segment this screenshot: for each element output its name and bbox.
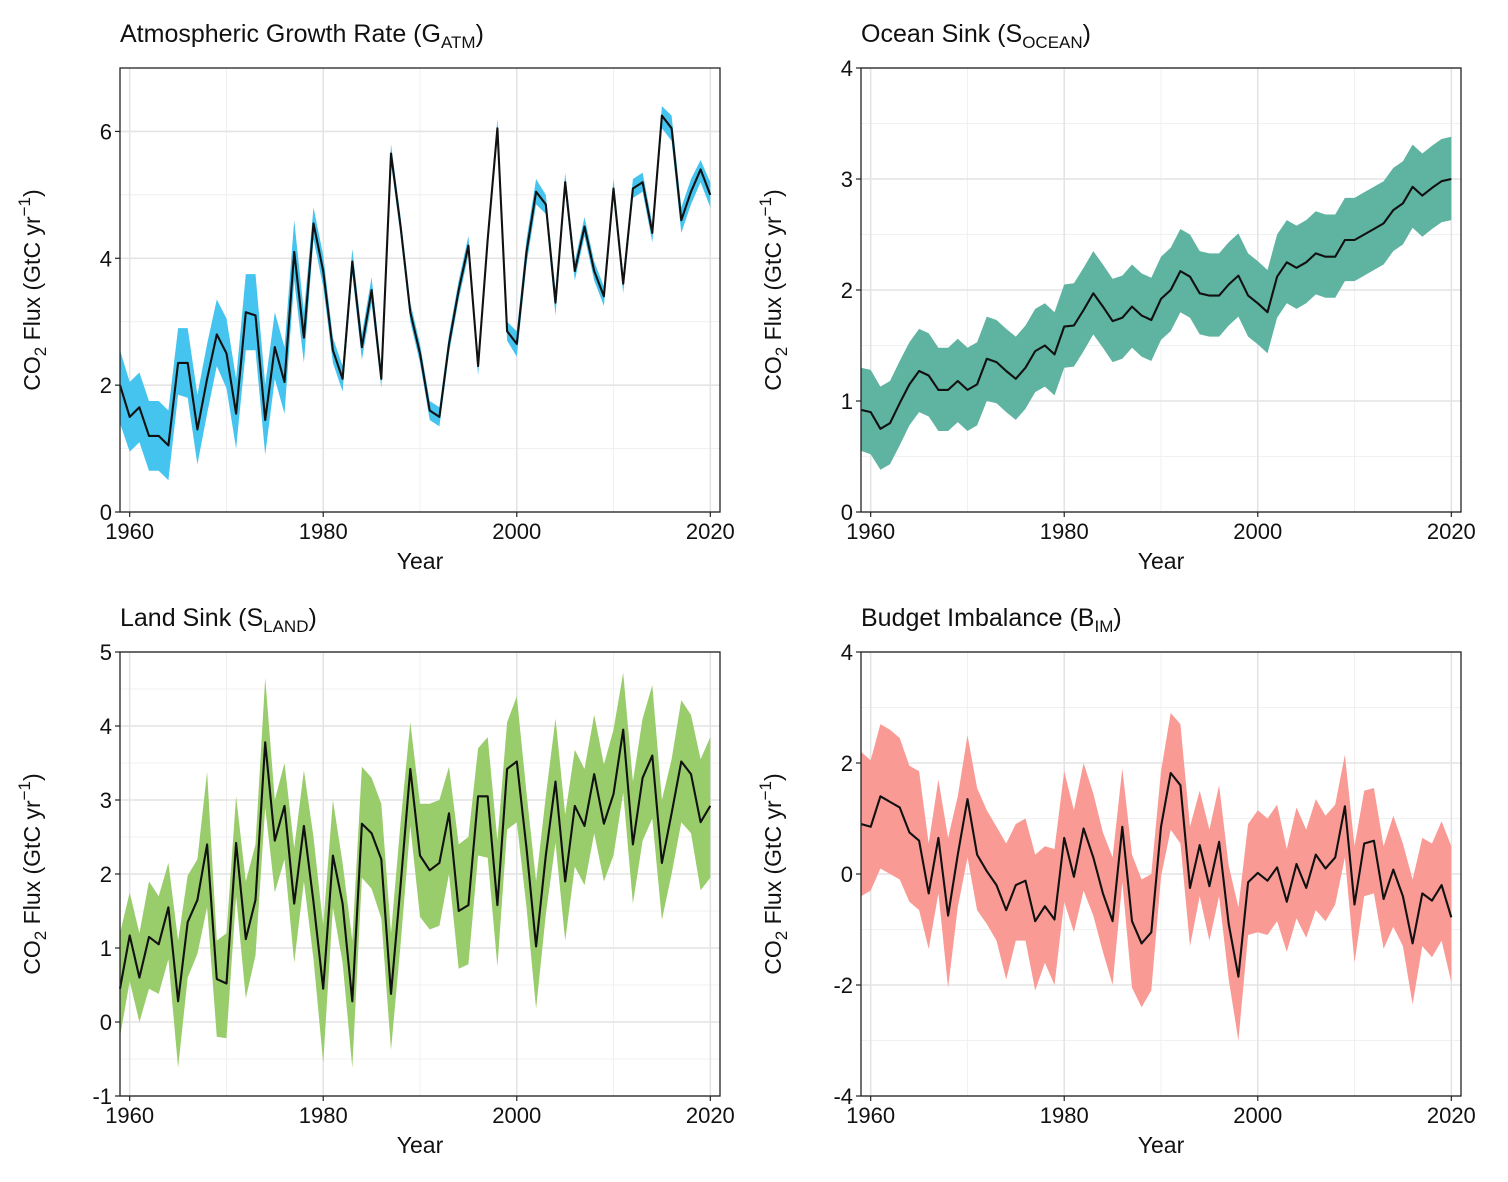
x-tick-label: 1980 xyxy=(1040,1103,1089,1128)
panel-title: Atmospheric Growth Rate (GATM) xyxy=(120,20,484,52)
x-tick-label: 2020 xyxy=(1427,519,1476,544)
y-axis-title-text: CO xyxy=(19,940,45,975)
panel-title-subscript: ATM xyxy=(441,33,476,52)
y-axis-title: CO2 Flux (GtC yr−1) xyxy=(15,773,50,974)
mean-series-line xyxy=(118,114,712,447)
panel-title: Budget Imbalance (BIM) xyxy=(861,604,1122,636)
x-tick-label: 2000 xyxy=(492,519,541,544)
y-axis-title-text: ) xyxy=(760,189,786,197)
y-tick-label: 1 xyxy=(841,389,853,414)
panel-title-subscript: OCEAN xyxy=(1022,33,1082,52)
mean-series-line xyxy=(860,771,1453,978)
panel-title-text: Ocean Sink (S xyxy=(861,20,1022,48)
panel-title-subscript: LAND xyxy=(263,617,308,636)
x-axis-title: Year xyxy=(1138,1132,1185,1158)
y-axis-title-superscript: −1 xyxy=(15,197,34,216)
panel-title-text: ) xyxy=(476,20,484,48)
y-tick-label: 6 xyxy=(100,119,112,144)
x-tick-label: 2020 xyxy=(686,1103,735,1128)
mean-series-line xyxy=(118,728,712,1003)
y-tick-label: 2 xyxy=(841,278,853,303)
x-tick-label: 2020 xyxy=(1427,1103,1476,1128)
x-tick-label: 2020 xyxy=(686,519,735,544)
y-axis-title-text: CO xyxy=(760,940,786,975)
y-axis-title-text: ) xyxy=(760,773,786,781)
y-axis-title-text: CO xyxy=(760,356,786,391)
y-axis-title-superscript: −1 xyxy=(15,781,34,800)
x-tick-label: 1960 xyxy=(105,519,154,544)
y-tick-label: 4 xyxy=(841,640,853,665)
y-tick-label: 2 xyxy=(100,862,112,887)
panel-title-text: Land Sink (S xyxy=(120,604,263,632)
mean-series-line xyxy=(860,177,1452,430)
y-axis-title-superscript: −1 xyxy=(756,781,775,800)
y-axis-title-text: Flux (GtC yr xyxy=(19,216,45,347)
y-tick-label: 5 xyxy=(100,640,112,665)
y-axis-title-text: Flux (GtC yr xyxy=(19,800,45,931)
y-tick-label: 0 xyxy=(100,1010,112,1035)
y-axis-title: CO2 Flux (GtC yr−1) xyxy=(756,773,791,974)
y-axis-title-subscript: 2 xyxy=(772,931,791,940)
x-tick-label: 1980 xyxy=(299,519,348,544)
panel-title-text: ) xyxy=(1113,604,1121,632)
y-axis-title-superscript: −1 xyxy=(756,197,775,216)
y-tick-label: 4 xyxy=(100,714,112,739)
y-axis-title-subscript: 2 xyxy=(772,347,791,356)
panel-title-text: Budget Imbalance (B xyxy=(861,604,1094,632)
y-axis-title-text: ) xyxy=(19,189,45,197)
y-tick-label: -2 xyxy=(833,973,853,998)
panel-title-text: ) xyxy=(309,604,317,632)
x-tick-label: 2000 xyxy=(1233,519,1282,544)
x-tick-label: 2000 xyxy=(492,1103,541,1128)
y-tick-label: 2 xyxy=(841,751,853,776)
y-tick-label: 3 xyxy=(841,167,853,192)
y-tick-label: 0 xyxy=(100,500,112,525)
y-axis-title-text: ) xyxy=(19,773,45,781)
plot-frame xyxy=(119,67,721,513)
y-tick-label: -4 xyxy=(833,1084,853,1109)
x-axis-title: Year xyxy=(1138,548,1185,574)
y-axis-title: CO2 Flux (GtC yr−1) xyxy=(15,189,50,390)
y-tick-label: 1 xyxy=(100,936,112,961)
y-axis-title-text: CO xyxy=(19,356,45,391)
x-axis-title: Year xyxy=(397,548,444,574)
uncertainty-band xyxy=(120,106,711,481)
y-tick-label: 0 xyxy=(841,862,853,887)
panel-title: Land Sink (SLAND) xyxy=(120,604,317,636)
x-tick-label: 1960 xyxy=(105,1103,154,1128)
x-tick-label: 1980 xyxy=(299,1103,348,1128)
y-axis-title-text: Flux (GtC yr xyxy=(760,216,786,347)
x-axis-title: Year xyxy=(397,1132,444,1158)
panel-title-text: Atmospheric Growth Rate (G xyxy=(120,20,441,48)
x-tick-label: 1960 xyxy=(846,519,895,544)
y-axis-title-text: Flux (GtC yr xyxy=(760,800,786,931)
y-tick-label: 0 xyxy=(841,500,853,525)
uncertainty-band xyxy=(861,136,1452,470)
y-tick-label: 2 xyxy=(100,373,112,398)
panel-title-subscript: IM xyxy=(1094,617,1113,636)
y-axis-title-subscript: 2 xyxy=(31,931,50,940)
panel-title: Ocean Sink (SOCEAN) xyxy=(861,20,1091,52)
x-tick-label: 1980 xyxy=(1040,519,1089,544)
y-tick-label: 4 xyxy=(841,56,853,81)
x-tick-label: 1960 xyxy=(846,1103,895,1128)
y-tick-label: -1 xyxy=(92,1084,112,1109)
y-tick-label: 4 xyxy=(100,246,112,271)
x-tick-label: 2000 xyxy=(1233,1103,1282,1128)
y-tick-label: 3 xyxy=(100,788,112,813)
panel-title-text: ) xyxy=(1083,20,1091,48)
y-axis-title-subscript: 2 xyxy=(31,347,50,356)
y-axis-title: CO2 Flux (GtC yr−1) xyxy=(756,189,791,390)
